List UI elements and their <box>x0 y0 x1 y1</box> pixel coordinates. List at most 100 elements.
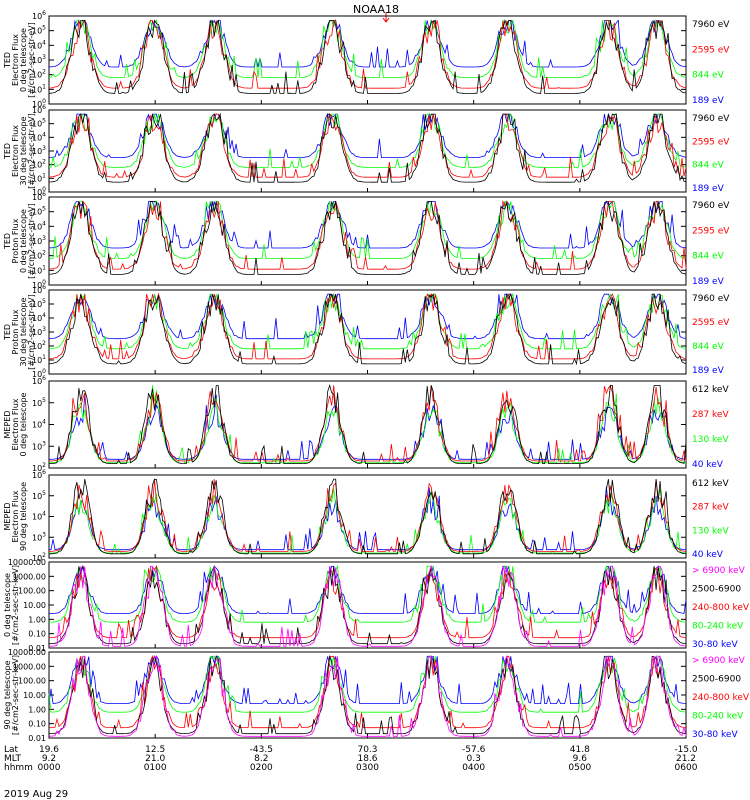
legend-entry: 7960 eV <box>692 294 730 304</box>
time-axis-value: 0300 <box>356 763 379 773</box>
y-tick-label: 100 <box>32 279 46 290</box>
series-line <box>48 112 687 183</box>
y-tick-label: 104 <box>32 131 46 142</box>
y-tick-label: 101 <box>32 83 46 94</box>
y-tick-label: 104 <box>32 511 46 522</box>
legend-entry: 2500-6900 <box>692 585 741 595</box>
series-line <box>48 655 687 713</box>
series-line <box>48 19 687 94</box>
legend-entry: 612 keV <box>692 385 729 395</box>
legend-entry: 189 eV <box>692 277 725 287</box>
y-tick-label: 102 <box>32 159 46 170</box>
legend-entry: 844 eV <box>692 71 725 81</box>
time-axis-value: 21.0 <box>145 754 165 764</box>
legend-entry: 7960 eV <box>692 201 730 211</box>
time-axis-value: 9.6 <box>573 754 588 764</box>
time-axis-value: 0400 <box>462 763 485 773</box>
time-axis-value: 21.2 <box>676 754 696 764</box>
y-tick-label: 100.00 <box>18 677 46 686</box>
flux-traces <box>48 292 687 366</box>
time-axis-value: -43.5 <box>250 745 273 755</box>
flux-traces <box>48 564 687 647</box>
legend-entry: 844 eV <box>692 252 725 262</box>
y-tick-label: 104 <box>32 419 46 430</box>
time-axis-value: 0600 <box>675 763 698 773</box>
y-tick-label: 106 <box>32 375 46 386</box>
series-line <box>48 113 687 168</box>
panel-frame <box>48 651 687 739</box>
legend-entry: 844 eV <box>692 161 725 171</box>
series-line <box>48 199 687 270</box>
y-tick-label: 106 <box>32 10 46 21</box>
y-tick-label: 103 <box>32 235 46 246</box>
y-tick-label: 101 <box>32 354 46 365</box>
legend-entry: 2595 eV <box>692 137 730 147</box>
series-line <box>48 113 687 178</box>
y-tick-label: 100 <box>32 186 46 197</box>
y-tick-label: 0.01 <box>28 734 46 743</box>
y-axis-label: TEDProton Flux30 deg telescope[#/cm2-sec… <box>3 294 36 370</box>
y-tick-label: 102 <box>32 250 46 261</box>
legend-entry: 2595 eV <box>692 226 730 236</box>
legend-entry: 40 keV <box>692 460 724 470</box>
flux-traces <box>48 199 687 275</box>
series-line <box>49 479 687 553</box>
y-tick-label: 101 <box>32 172 46 183</box>
y-tick-label: 103 <box>32 531 46 542</box>
time-axis-value: 8.2 <box>254 754 268 764</box>
y-tick-label: 105 <box>32 118 46 129</box>
legend-entry: 189 eV <box>692 96 725 106</box>
time-axis-value: -57.6 <box>462 745 486 755</box>
y-tick-label: 104 <box>32 312 46 323</box>
y-tick-label: 102 <box>32 462 46 473</box>
y-axis-label: MEPEDElectron Flux90 deg telescope <box>3 482 28 551</box>
y-tick-label: 104 <box>32 220 46 231</box>
y-tick-label: 100 <box>32 368 46 379</box>
legend-entry: 240-800 keV <box>692 693 750 703</box>
legend-entry: 2500-6900 <box>692 675 741 685</box>
legend-entry: > 6900 keV <box>692 656 746 666</box>
series-line <box>48 292 687 350</box>
series-line <box>48 486 687 551</box>
time-axis-value: -15.0 <box>674 745 698 755</box>
legend-entry: 240-800 keV <box>692 603 750 613</box>
time-axis-value: 0000 <box>38 763 61 773</box>
time-axis-row-label: hhmm <box>4 763 33 773</box>
y-tick-label: 0.10 <box>28 720 46 729</box>
y-tick-label: 105 <box>32 397 46 408</box>
series-line <box>48 564 687 623</box>
panel-8: 0.01 0.10 1.00 10.00 100.00 1000.00 10000.0090… <box>3 648 750 743</box>
y-tick-label: 1.00 <box>28 705 46 714</box>
y-tick-label: 0.01 <box>28 644 46 653</box>
y-tick-label: 102 <box>32 340 46 351</box>
legend-entry: 287 keV <box>692 503 729 513</box>
time-axis-row-label: MLT <box>4 754 22 764</box>
y-tick-label: 10000.00 <box>8 558 46 567</box>
series-line <box>49 393 687 460</box>
y-axis-label: TEDElectron Flux0 deg telescope[#/cm2-se… <box>3 22 36 98</box>
y-tick-label: 1000.00 <box>13 662 46 671</box>
legend-entry: 189 eV <box>692 366 725 376</box>
y-tick-label: 104 <box>32 39 46 50</box>
y-tick-label: 101 <box>32 264 46 275</box>
y-axis-label: TEDElectron Flux30 deg telescope[#/cm2-s… <box>3 113 36 189</box>
series-line <box>48 654 687 705</box>
time-axis: Lat 19.6 12.5 -43.5 70.3 -57.6 41.8 -15.0 MLT 9.2… <box>4 745 698 773</box>
y-tick-label: 1.00 <box>28 615 46 624</box>
y-tick-label: 105 <box>32 206 46 217</box>
y-tick-label: 100.00 <box>18 587 46 596</box>
legend-entry: 287 keV <box>692 410 729 420</box>
legend-entry: 7960 eV <box>692 114 730 124</box>
legend-entry: 2595 eV <box>692 45 730 55</box>
y-tick-label: 103 <box>32 54 46 65</box>
series-line <box>48 200 687 275</box>
y-tick-label: 106 <box>32 469 46 480</box>
series-line <box>49 655 687 737</box>
legend-entry: 130 keV <box>692 526 729 536</box>
legend-entry: 80-240 keV <box>692 622 744 632</box>
legend-entry: 30-80 keV <box>692 640 738 650</box>
